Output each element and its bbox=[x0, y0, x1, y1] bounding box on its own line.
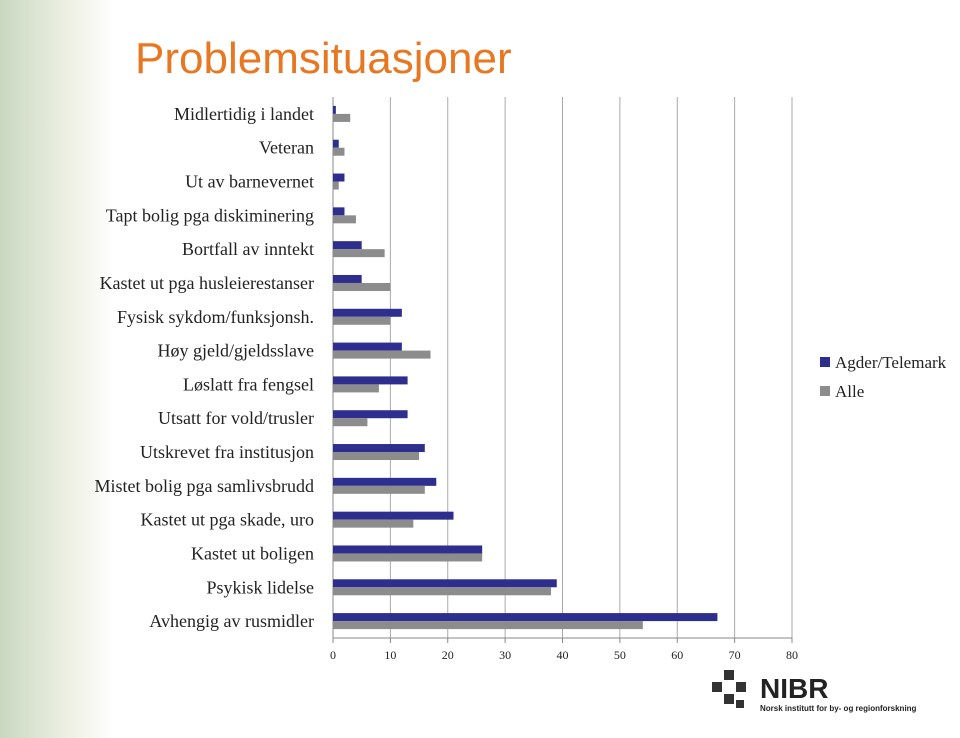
bar bbox=[333, 113, 351, 122]
y-tick-label: Utskrevet fra institusjon bbox=[140, 442, 314, 462]
bar bbox=[333, 282, 391, 291]
logo-name: NIBR bbox=[760, 673, 828, 704]
y-tick-label: Utsatt for vold/trusler bbox=[158, 408, 314, 428]
y-tick-label: Avhengig av rusmidler bbox=[149, 611, 314, 631]
logo-tagline: Norsk institutt for by- og regionforskni… bbox=[760, 704, 917, 713]
logo: NIBR Norsk institutt for by- og regionfo… bbox=[712, 670, 917, 713]
bar bbox=[333, 621, 643, 630]
bar bbox=[333, 613, 718, 622]
x-tick-label: 40 bbox=[557, 648, 569, 662]
x-tick-label: 0 bbox=[330, 648, 336, 662]
bar bbox=[333, 410, 408, 419]
y-tick-label: Veteran bbox=[259, 138, 314, 158]
x-tick-label: 70 bbox=[729, 648, 741, 662]
y-tick-label: Kastet ut pga husleierestanser bbox=[100, 273, 314, 293]
bar bbox=[333, 418, 368, 427]
bar bbox=[333, 147, 345, 156]
y-tick-label: Høy gjeld/gjeldsslave bbox=[158, 341, 314, 361]
x-tick-label: 50 bbox=[614, 648, 626, 662]
y-tick-label: Kastet ut pga skade, uro bbox=[141, 510, 314, 530]
y-tick-label: Mistet bolig pga samlivsbrudd bbox=[95, 476, 315, 496]
plot: 0 10 20 30 40 50 60 70 80 Midlertidig i landet Vet… bbox=[95, 97, 947, 662]
x-tick-label: 20 bbox=[442, 648, 454, 662]
logo-mark bbox=[724, 694, 734, 704]
bar bbox=[333, 519, 414, 528]
y-tick-label: Ut av barnevernet bbox=[185, 172, 314, 192]
legend-label: Agder/Telemark bbox=[835, 353, 947, 372]
bar bbox=[333, 173, 345, 182]
side-decoration bbox=[0, 0, 115, 738]
logo-mark bbox=[736, 700, 744, 708]
bar bbox=[333, 215, 356, 224]
bar bbox=[333, 452, 420, 461]
legend-swatch bbox=[820, 357, 830, 367]
bar bbox=[333, 579, 557, 588]
y-tick-label: Løslatt fra fengsel bbox=[183, 374, 314, 394]
x-tick-label: 10 bbox=[384, 648, 396, 662]
logo-mark bbox=[724, 670, 734, 680]
legend-swatch bbox=[820, 386, 830, 396]
bar bbox=[333, 207, 345, 216]
bar bbox=[333, 511, 454, 520]
bar bbox=[333, 587, 552, 596]
x-tick-label: 80 bbox=[786, 648, 798, 662]
bar bbox=[333, 553, 483, 562]
bar bbox=[333, 485, 425, 494]
bar bbox=[333, 249, 385, 258]
bar bbox=[333, 342, 402, 351]
bar bbox=[333, 274, 362, 283]
x-tick-label: 60 bbox=[671, 648, 683, 662]
bar bbox=[333, 316, 391, 325]
bar bbox=[333, 241, 362, 250]
legend-label: Alle bbox=[835, 382, 864, 401]
bar bbox=[333, 139, 339, 148]
y-tick-label: Midlertidig i landet bbox=[174, 104, 314, 124]
bar bbox=[333, 444, 425, 453]
chart-title: Problemsituasjoner bbox=[135, 34, 512, 83]
y-tick-label: Tapt bolig pga diskiminering bbox=[106, 205, 314, 225]
bar bbox=[333, 350, 431, 359]
bar bbox=[333, 308, 402, 317]
bar bbox=[333, 384, 379, 393]
y-tick-label: Bortfall av inntekt bbox=[182, 239, 314, 259]
bar bbox=[333, 545, 483, 554]
bar bbox=[333, 181, 339, 190]
bar bbox=[333, 477, 437, 486]
y-tick-label: Fysisk sykdom/funksjonsh. bbox=[117, 307, 314, 327]
logo-mark bbox=[736, 682, 746, 692]
y-tick-label: Psykisk lidelse bbox=[206, 577, 314, 597]
bar bbox=[333, 376, 408, 385]
y-tick-label: Kastet ut boligen bbox=[191, 543, 314, 563]
logo-mark bbox=[712, 682, 722, 692]
bar bbox=[333, 105, 336, 114]
x-tick-label: 30 bbox=[499, 648, 511, 662]
